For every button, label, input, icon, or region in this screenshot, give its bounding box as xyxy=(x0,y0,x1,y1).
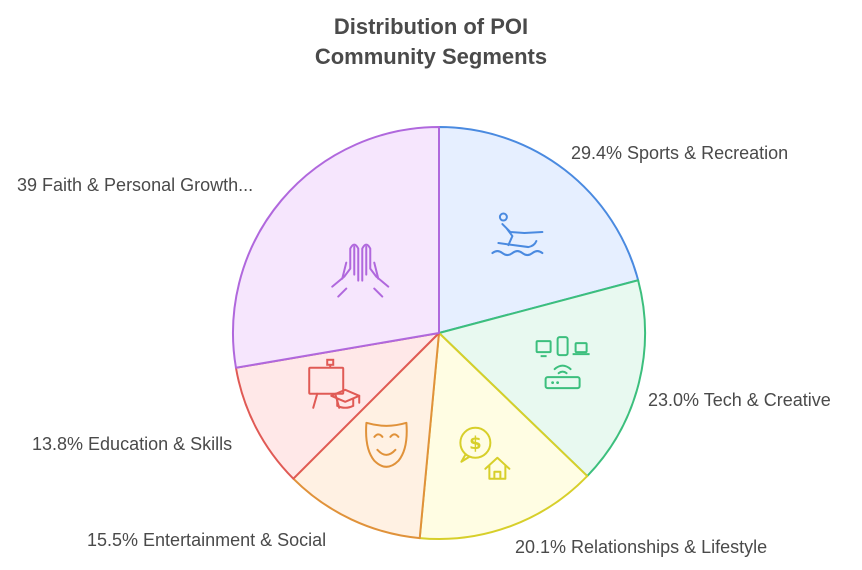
pie-slice-tech-creative xyxy=(438,279,646,478)
pie-slice-faith-personal-growth xyxy=(232,126,440,369)
slice-label-tech-creative: 23.0% Tech & Creative xyxy=(648,390,831,410)
mask-icon xyxy=(365,421,408,468)
pie-slice-sports-recreation xyxy=(438,126,640,334)
water-ski-icon xyxy=(491,212,544,257)
pie-slice-relationships-lifestyle xyxy=(418,332,589,540)
slice-label-relationships-lifestyle: 20.1% Relationships & Lifestyle xyxy=(515,537,768,557)
money-house-icon: $ xyxy=(459,426,511,480)
slice-label-sports-recreation: 29.4% Sports & Recreation xyxy=(571,143,789,163)
praying-hands-icon xyxy=(331,243,390,298)
slice-label-entertainment-social: 15.5% Entertainment & Social xyxy=(87,530,327,550)
easel-graduation-icon xyxy=(308,358,361,409)
chart-title-line-1: Distribution of POI xyxy=(333,14,529,39)
slice-label-education-skills: 13.8% Education & Skills xyxy=(32,434,233,454)
slice-label-faith-personal-growth: 39 Faith & Personal Growth... xyxy=(17,175,254,195)
svg-text:$: $ xyxy=(469,433,482,454)
devices-router-icon xyxy=(535,336,590,390)
chart-title-line-2: Community Segments xyxy=(314,44,548,69)
chart-title: Distribution of POI Community Segments xyxy=(0,12,862,72)
